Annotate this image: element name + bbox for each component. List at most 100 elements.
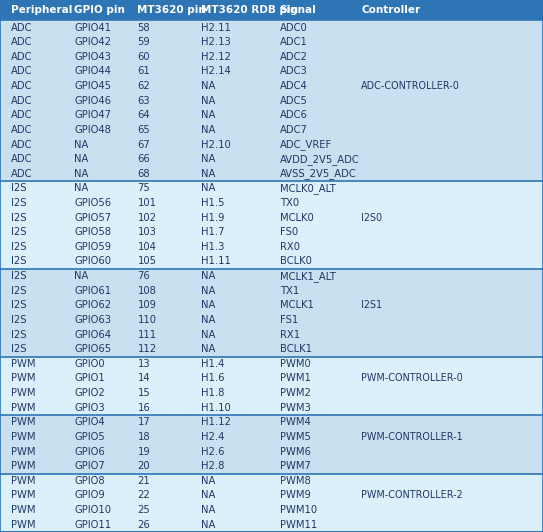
Text: PWM8: PWM8 — [280, 476, 311, 486]
Text: 103: 103 — [137, 227, 156, 237]
Text: BCLK0: BCLK0 — [280, 256, 312, 267]
Text: NA: NA — [201, 286, 215, 296]
Text: 25: 25 — [137, 505, 150, 515]
Text: PWM6: PWM6 — [280, 446, 311, 456]
Text: ADC: ADC — [11, 37, 33, 47]
Text: Signal: Signal — [280, 5, 317, 15]
Text: 15: 15 — [137, 388, 150, 398]
Text: H2.12: H2.12 — [201, 52, 231, 62]
Text: ADC3: ADC3 — [280, 66, 307, 77]
Text: I2S: I2S — [11, 184, 27, 193]
Text: 66: 66 — [137, 154, 150, 164]
Text: ADC: ADC — [11, 139, 33, 149]
Text: MT3620 pin: MT3620 pin — [137, 5, 206, 15]
Text: GPIO44: GPIO44 — [74, 66, 111, 77]
Text: GPIO60: GPIO60 — [74, 256, 111, 267]
Text: PWM-CONTROLLER-0: PWM-CONTROLLER-0 — [361, 373, 463, 384]
Text: NA: NA — [201, 81, 215, 91]
Text: PWM: PWM — [11, 505, 36, 515]
Text: GPIO9: GPIO9 — [74, 491, 105, 501]
Text: I2S1: I2S1 — [361, 301, 382, 310]
Text: AVDD_2V5_ADC: AVDD_2V5_ADC — [280, 154, 359, 164]
Text: I2S: I2S — [11, 344, 27, 354]
Text: GPIO0: GPIO0 — [74, 359, 105, 369]
Bar — [0, 20, 543, 181]
Text: 62: 62 — [137, 81, 150, 91]
Bar — [0, 0, 543, 20]
Text: PWM: PWM — [11, 476, 36, 486]
Text: NA: NA — [74, 184, 89, 193]
Text: 19: 19 — [137, 446, 150, 456]
Text: AVSS_2V5_ADC: AVSS_2V5_ADC — [280, 168, 356, 179]
Text: PWM-CONTROLLER-2: PWM-CONTROLLER-2 — [361, 491, 463, 501]
Text: GPIO4: GPIO4 — [74, 417, 105, 427]
Text: NA: NA — [201, 169, 215, 179]
Text: 112: 112 — [137, 344, 156, 354]
Bar — [0, 356, 543, 415]
Text: H1.5: H1.5 — [201, 198, 224, 208]
Text: FS1: FS1 — [280, 315, 298, 325]
Text: 60: 60 — [137, 52, 150, 62]
Text: GPIO3: GPIO3 — [74, 403, 105, 413]
Text: I2S: I2S — [11, 315, 27, 325]
Text: PWM: PWM — [11, 520, 36, 530]
Text: H2.11: H2.11 — [201, 22, 231, 32]
Text: MCLK0_ALT: MCLK0_ALT — [280, 183, 336, 194]
Text: NA: NA — [201, 491, 215, 501]
Text: GPIO1: GPIO1 — [74, 373, 105, 384]
Text: PWM5: PWM5 — [280, 432, 311, 442]
Text: GPIO65: GPIO65 — [74, 344, 111, 354]
Text: GPIO63: GPIO63 — [74, 315, 111, 325]
Text: 108: 108 — [137, 286, 156, 296]
Text: I2S: I2S — [11, 286, 27, 296]
Text: 22: 22 — [137, 491, 150, 501]
Text: H1.6: H1.6 — [201, 373, 224, 384]
Bar — [0, 415, 543, 473]
Text: GPIO59: GPIO59 — [74, 242, 111, 252]
Text: 109: 109 — [137, 301, 156, 310]
Text: 65: 65 — [137, 125, 150, 135]
Text: 105: 105 — [137, 256, 156, 267]
Text: ADC5: ADC5 — [280, 96, 307, 106]
Text: PWM: PWM — [11, 359, 36, 369]
Text: H2.14: H2.14 — [201, 66, 231, 77]
Text: 58: 58 — [137, 22, 150, 32]
Text: 76: 76 — [137, 271, 150, 281]
Text: PWM: PWM — [11, 491, 36, 501]
Text: 14: 14 — [137, 373, 150, 384]
Text: NA: NA — [74, 169, 89, 179]
Text: I2S: I2S — [11, 330, 27, 339]
Text: GPIO47: GPIO47 — [74, 110, 111, 120]
Text: NA: NA — [201, 96, 215, 106]
Text: PWM2: PWM2 — [280, 388, 311, 398]
Text: ADC7: ADC7 — [280, 125, 307, 135]
Text: NA: NA — [201, 301, 215, 310]
Text: ADC: ADC — [11, 169, 33, 179]
Text: NA: NA — [74, 154, 89, 164]
Text: NA: NA — [201, 315, 215, 325]
Text: ADC: ADC — [11, 52, 33, 62]
Text: ADC2: ADC2 — [280, 52, 307, 62]
Text: 102: 102 — [137, 213, 156, 222]
Text: PWM7: PWM7 — [280, 461, 311, 471]
Text: GPIO8: GPIO8 — [74, 476, 105, 486]
Text: Controller: Controller — [361, 5, 420, 15]
Text: H2.13: H2.13 — [201, 37, 231, 47]
Text: H1.10: H1.10 — [201, 403, 231, 413]
Bar — [0, 269, 543, 356]
Text: 111: 111 — [137, 330, 156, 339]
Text: I2S: I2S — [11, 301, 27, 310]
Text: 20: 20 — [137, 461, 150, 471]
Text: I2S: I2S — [11, 271, 27, 281]
Text: ADC4: ADC4 — [280, 81, 307, 91]
Text: NA: NA — [74, 271, 89, 281]
Text: ADC-CONTROLLER-0: ADC-CONTROLLER-0 — [361, 81, 460, 91]
Text: I2S: I2S — [11, 242, 27, 252]
Text: 63: 63 — [137, 96, 150, 106]
Text: PWM3: PWM3 — [280, 403, 311, 413]
Text: GPIO58: GPIO58 — [74, 227, 111, 237]
Text: GPIO pin: GPIO pin — [74, 5, 125, 15]
Text: ADC1: ADC1 — [280, 37, 307, 47]
Text: ADC: ADC — [11, 154, 33, 164]
Text: 67: 67 — [137, 139, 150, 149]
